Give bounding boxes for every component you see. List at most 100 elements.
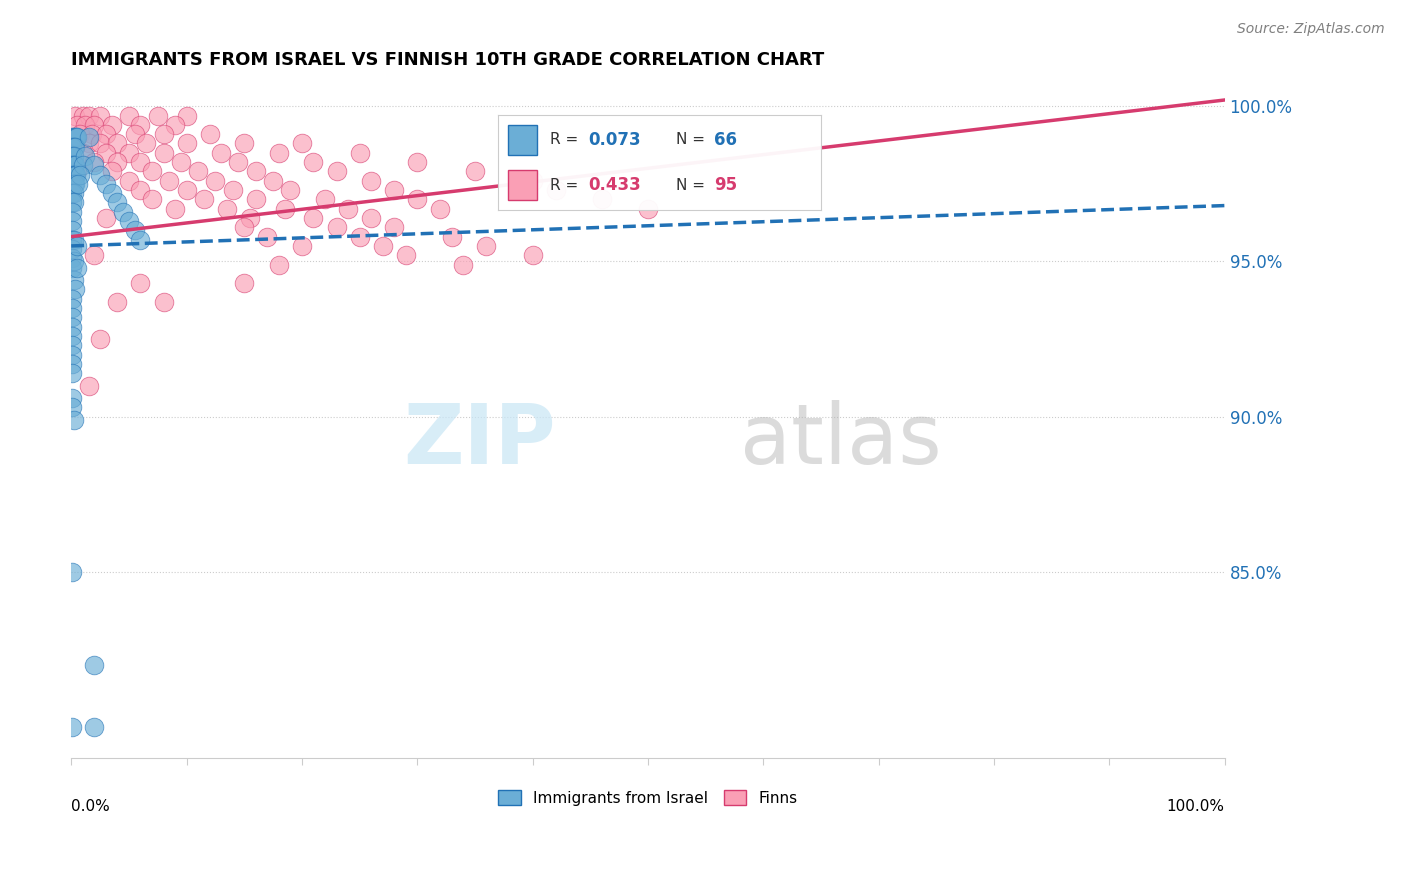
Point	[406, 192, 429, 206]
Point	[63, 158, 86, 172]
Point	[118, 174, 141, 188]
Point	[89, 332, 111, 346]
Point	[72, 145, 94, 160]
Point	[118, 145, 141, 160]
Point	[118, 214, 141, 228]
Point	[63, 130, 86, 145]
Point	[94, 177, 117, 191]
Point	[222, 183, 245, 197]
Point	[60, 329, 83, 343]
Point	[118, 108, 141, 122]
Point	[83, 158, 105, 172]
Point	[63, 177, 86, 191]
Point	[112, 204, 135, 219]
Point	[165, 118, 187, 132]
Point	[77, 108, 100, 122]
Point	[60, 149, 83, 163]
Point	[77, 136, 100, 151]
Point	[475, 239, 498, 253]
Text: 100.0%: 100.0%	[1167, 799, 1225, 814]
Point	[60, 139, 83, 153]
Point	[62, 139, 84, 153]
Point	[228, 155, 250, 169]
Point	[60, 348, 83, 362]
Point	[100, 118, 122, 132]
Point	[440, 229, 463, 244]
Point	[60, 223, 83, 237]
Text: Source: ZipAtlas.com: Source: ZipAtlas.com	[1237, 22, 1385, 37]
Point	[105, 155, 128, 169]
Point	[60, 168, 83, 182]
Point	[80, 127, 103, 141]
Point	[591, 192, 613, 206]
Point	[63, 168, 86, 182]
Point	[204, 174, 226, 188]
Point	[152, 127, 174, 141]
Point	[89, 108, 111, 122]
Point	[60, 158, 83, 172]
Point	[94, 145, 117, 160]
Point	[83, 155, 105, 169]
Point	[273, 202, 295, 216]
Point	[522, 174, 544, 188]
Point	[256, 229, 278, 244]
Point	[157, 174, 180, 188]
Point	[60, 204, 83, 219]
Point	[637, 202, 659, 216]
Point	[233, 136, 256, 151]
Point	[522, 248, 544, 262]
Point	[429, 202, 451, 216]
Point	[302, 211, 325, 225]
Text: IMMIGRANTS FROM ISRAEL VS FINNISH 10TH GRADE CORRELATION CHART: IMMIGRANTS FROM ISRAEL VS FINNISH 10TH G…	[72, 51, 824, 69]
Point	[60, 401, 83, 415]
Point	[65, 168, 87, 182]
Point	[60, 186, 83, 201]
Point	[453, 258, 475, 272]
Point	[337, 202, 360, 216]
Point	[262, 174, 284, 188]
Point	[215, 202, 238, 216]
Point	[60, 260, 83, 275]
Point	[124, 223, 146, 237]
Point	[193, 192, 215, 206]
Point	[75, 149, 97, 163]
Point	[89, 168, 111, 182]
Point	[62, 254, 84, 268]
Point	[406, 155, 429, 169]
Point	[314, 192, 336, 206]
Point	[60, 366, 83, 380]
Point	[62, 177, 84, 191]
Point	[83, 658, 105, 673]
Point	[60, 252, 83, 266]
Point	[129, 233, 152, 247]
Point	[135, 136, 157, 151]
Point	[83, 248, 105, 262]
Point	[105, 136, 128, 151]
Point	[141, 192, 163, 206]
Point	[165, 202, 187, 216]
Point	[129, 276, 152, 290]
Point	[141, 164, 163, 178]
Point	[69, 127, 91, 141]
Point	[176, 183, 198, 197]
Point	[60, 130, 83, 145]
Point	[325, 220, 347, 235]
Point	[395, 248, 418, 262]
Point	[382, 220, 405, 235]
Point	[60, 310, 83, 325]
Point	[62, 130, 84, 145]
Point	[152, 145, 174, 160]
Point	[69, 168, 91, 182]
Point	[72, 158, 94, 172]
Point	[170, 155, 193, 169]
Point	[62, 168, 84, 182]
Point	[100, 164, 122, 178]
Text: atlas: atlas	[740, 400, 942, 481]
Point	[89, 136, 111, 151]
Point	[62, 413, 84, 427]
Point	[198, 127, 221, 141]
Point	[129, 183, 152, 197]
Point	[291, 239, 314, 253]
Point	[267, 145, 290, 160]
Point	[62, 233, 84, 247]
